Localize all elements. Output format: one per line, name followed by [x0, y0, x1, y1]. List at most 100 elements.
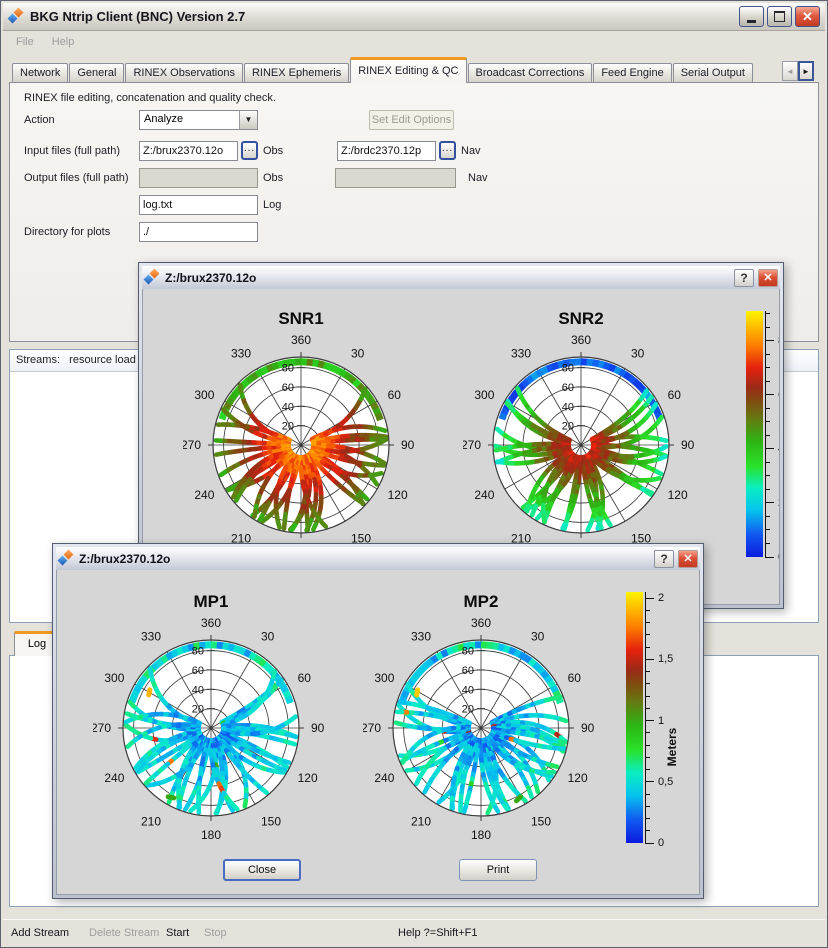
log-file-field[interactable] — [139, 195, 258, 215]
colorbar-minor-tick — [645, 745, 650, 746]
browse-nav-button[interactable]: ... — [439, 141, 456, 160]
bnc-app-icon — [144, 269, 161, 286]
menu-file[interactable]: File — [7, 33, 43, 51]
add-stream-button[interactable]: Add Stream — [11, 927, 69, 939]
svg-text:90: 90 — [581, 721, 595, 735]
svg-text:330: 330 — [231, 346, 251, 360]
snr-dialog-help-button[interactable]: ? — [734, 269, 754, 287]
output-obs-field — [139, 168, 258, 188]
tab-rinex-editing-qc[interactable]: RINEX Editing & QC — [350, 57, 466, 83]
svg-text:120: 120 — [668, 488, 688, 502]
skyplot-mp2: 2040608036030609012015018021024027030033… — [363, 600, 599, 846]
combo-dropdown-icon[interactable]: ▼ — [239, 111, 257, 129]
svg-text:300: 300 — [104, 671, 124, 685]
svg-text:90: 90 — [311, 721, 325, 735]
plots-dir-field[interactable] — [139, 222, 258, 242]
mp-dialog-close-button[interactable]: ✕ — [678, 550, 698, 568]
svg-text:330: 330 — [511, 346, 531, 360]
colorbar-minor-tick — [765, 516, 770, 517]
close-dialog-button[interactable]: Close — [223, 859, 301, 881]
tab-scroll-right-icon[interactable]: ► — [798, 61, 814, 81]
colorbar-minor-tick — [765, 421, 770, 422]
svg-text:80: 80 — [192, 646, 204, 658]
colorbar-major-tick — [765, 340, 774, 341]
colorbar-gradient — [626, 592, 643, 843]
tab-bar: NetworkGeneralRINEX ObservationsRINEX Ep… — [12, 56, 782, 83]
svg-text:60: 60 — [668, 388, 682, 402]
tab-serial-output[interactable]: Serial Output — [673, 63, 753, 83]
colorbar-minor-tick — [645, 732, 650, 733]
tab-rinex-observations[interactable]: RINEX Observations — [125, 63, 242, 83]
menu-help[interactable]: Help — [43, 33, 84, 51]
colorbar-minor-tick — [645, 683, 650, 684]
window-title: BKG Ntrip Client (BNC) Version 2.7 — [30, 9, 736, 24]
colorbar-major-tick — [765, 448, 774, 449]
colorbar-unit-label: Meters — [665, 712, 681, 782]
svg-text:330: 330 — [411, 629, 431, 643]
svg-text:60: 60 — [298, 671, 312, 685]
svg-text:60: 60 — [568, 671, 582, 685]
svg-text:360: 360 — [571, 333, 591, 347]
tab-network[interactable]: Network — [12, 63, 68, 83]
action-combobox[interactable]: Analyze ▼ — [139, 110, 258, 130]
svg-text:20: 20 — [192, 704, 204, 716]
svg-text:40: 40 — [192, 684, 204, 696]
colorbar-minor-tick — [765, 381, 770, 382]
tab-general[interactable]: General — [69, 63, 124, 83]
mp-dialog-help-button[interactable]: ? — [654, 550, 674, 568]
colorbar-minor-tick — [765, 529, 770, 530]
svg-text:80: 80 — [462, 646, 474, 658]
input-files-label: Input files (full path) — [24, 145, 120, 157]
colorbar-minor-tick — [645, 647, 650, 648]
svg-text:300: 300 — [374, 671, 394, 685]
maximize-button[interactable] — [767, 6, 792, 27]
start-button[interactable]: Start — [166, 927, 189, 939]
svg-text:150: 150 — [531, 815, 551, 829]
obs-suffix-1: Obs — [263, 145, 283, 157]
tab-broadcast-corrections[interactable]: Broadcast Corrections — [468, 63, 593, 83]
svg-text:180: 180 — [471, 828, 491, 842]
colorbar-minor-tick — [645, 696, 650, 697]
colorbar-snr: 02468 — [746, 311, 780, 557]
colorbar-minor-tick — [645, 769, 650, 770]
svg-text:40: 40 — [282, 401, 294, 413]
tab-rinex-ephemeris[interactable]: RINEX Ephemeris — [244, 63, 349, 83]
mp-dialog-title: Z:/brux2370.12o — [79, 552, 170, 566]
svg-text:20: 20 — [282, 421, 294, 433]
svg-text:240: 240 — [474, 488, 494, 502]
svg-text:30: 30 — [631, 346, 645, 360]
snr-dialog-close-button[interactable]: ✕ — [758, 269, 778, 287]
colorbar-minor-tick — [765, 313, 770, 314]
svg-text:270: 270 — [463, 438, 481, 452]
input-obs-field[interactable] — [139, 141, 238, 161]
tab-scroll-arrows: ◄ ► — [782, 61, 814, 81]
colorbar-minor-tick — [645, 622, 650, 623]
print-button[interactable]: Print — [459, 859, 537, 881]
colorbar-label: 6 — [778, 389, 780, 401]
colorbar-minor-tick — [765, 408, 770, 409]
colorbar-major-tick — [645, 781, 654, 782]
snr-dialog-titlebar[interactable]: Z:/brux2370.12o ? ✕ — [142, 266, 780, 289]
minimize-icon — [747, 20, 756, 23]
colorbar-minor-tick — [765, 543, 770, 544]
colorbar-minor-tick — [645, 671, 650, 672]
plots-dir-label: Directory for plots — [24, 226, 110, 238]
browse-obs-button[interactable]: ... — [241, 141, 258, 160]
colorbar-minor-tick — [645, 757, 650, 758]
svg-text:300: 300 — [194, 388, 214, 402]
stop-button: Stop — [204, 927, 227, 939]
main-titlebar[interactable]: BKG Ntrip Client (BNC) Version 2.7 ✕ — [3, 3, 825, 31]
input-nav-field[interactable] — [337, 141, 436, 161]
minimize-button[interactable] — [739, 6, 764, 27]
close-button[interactable]: ✕ — [795, 6, 820, 27]
colorbar-label: 0 — [658, 837, 664, 849]
colorbar-minor-tick — [765, 462, 770, 463]
tab-feed-engine[interactable]: Feed Engine — [593, 63, 671, 83]
colorbar-minor-tick — [645, 818, 650, 819]
status-bar: Add StreamDelete StreamStartStop Help ?=… — [3, 919, 825, 946]
svg-text:80: 80 — [282, 363, 294, 375]
colorbar-minor-tick — [645, 634, 650, 635]
colorbar-minor-tick — [765, 475, 770, 476]
mp-dialog-titlebar[interactable]: Z:/brux2370.12o ? ✕ — [56, 547, 700, 570]
colorbar-minor-tick — [765, 354, 770, 355]
